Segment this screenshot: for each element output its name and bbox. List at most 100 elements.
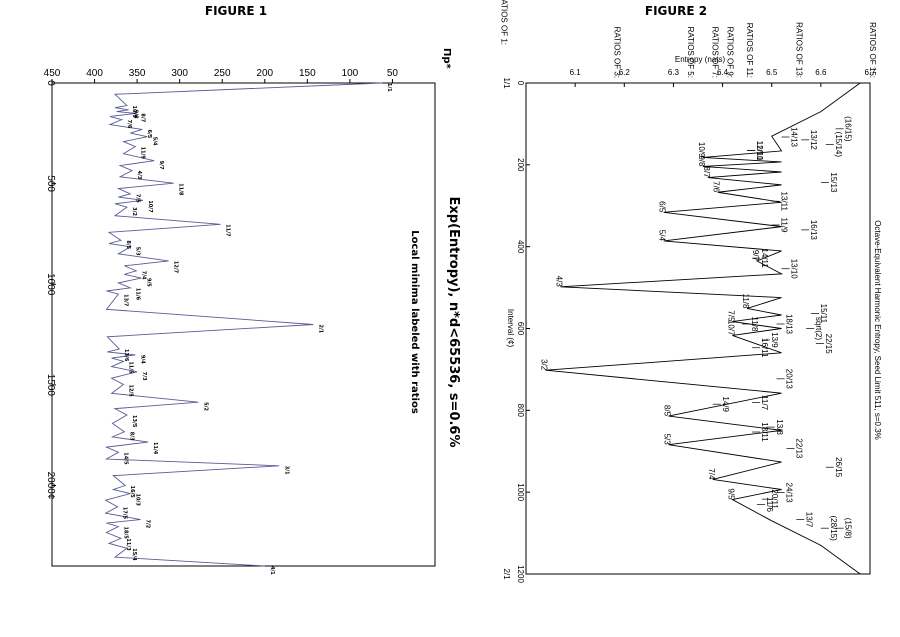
figure2-y-tick-label: 6.2 bbox=[619, 68, 631, 77]
figure2-arrow-label: 15/11 bbox=[819, 304, 828, 324]
figure2-minimum-label: 9/5 bbox=[726, 488, 735, 500]
figure2-minimum-label: 3/2 bbox=[540, 359, 549, 371]
figure2-arrow-label: 18/13 bbox=[785, 314, 794, 335]
figure1-y-tick-label: 450 bbox=[44, 68, 61, 79]
figure1-minimum-label: 7/3 bbox=[141, 372, 147, 381]
figure1-minimum-label: 9/4 bbox=[139, 355, 145, 364]
figure2-arrow-label: 14/9 bbox=[721, 396, 730, 412]
figure1-minimum-label: 16/5 bbox=[129, 486, 135, 499]
figure2-x-tick-label: 0 bbox=[516, 81, 525, 86]
figure2-y-tick-label: 6.1 bbox=[570, 68, 582, 77]
figure1-minimum-label: 9/8 bbox=[133, 110, 139, 119]
figure1-x-tick-label: 0 bbox=[45, 80, 56, 86]
figure2-arrow-label: (15/8) bbox=[844, 518, 853, 539]
figure1-x-ticks: 0 500 1000 1500 2000¢ bbox=[45, 80, 56, 499]
figure1-y-tick-label: 300 bbox=[171, 68, 188, 79]
figure2-minimum-label: 10/7 bbox=[726, 320, 735, 336]
figure2-arrow-label: 13/9 bbox=[770, 332, 779, 348]
figure1-minimum-label: 13/5 bbox=[131, 415, 137, 428]
figure2-arrow-label: 16/11 bbox=[760, 338, 769, 358]
figure2-arrow-label: 22/15 bbox=[824, 334, 833, 355]
figure1-minimum-label: 7/6 bbox=[126, 120, 132, 129]
figure2-minimum-label: 4/3 bbox=[554, 276, 563, 288]
figure2-y-tick-label: 6.6 bbox=[815, 68, 827, 77]
figure1-minimum-label: 15/4 bbox=[131, 548, 137, 561]
figure1-x-tick-label: 1000 bbox=[45, 273, 56, 296]
figure2-arrow-label: 13/12 bbox=[809, 130, 818, 151]
figure1-y-tick-label: 350 bbox=[129, 68, 146, 79]
figure2-arrow-label: 11/10 bbox=[755, 141, 764, 161]
figure2-arrow-label: (16/15) bbox=[844, 116, 853, 142]
figure1-minimum-label: 8/7 bbox=[139, 113, 145, 122]
figure2-y-ticks: 6.1 6.2 6.3 6.4 6.5 6.6 6.7 bbox=[570, 68, 876, 87]
figure2-arrow-label: 16/13 bbox=[809, 220, 818, 241]
figure1-minimum-label: 11/3 bbox=[125, 538, 131, 551]
figure1-minimum-label: 14/5 bbox=[122, 452, 128, 465]
figure2-x-tick-label: 200 bbox=[516, 158, 525, 172]
figure1-minimum-label: 11/6 bbox=[134, 288, 140, 301]
figure2-y-tick-label: 6.4 bbox=[717, 68, 729, 77]
figure2-arrow-label: 13/10 bbox=[790, 259, 799, 280]
figure2-x-tick-label: 600 bbox=[516, 322, 525, 336]
figure2-title: FIGURE 2 bbox=[645, 4, 707, 18]
figure2-minimum-label: 11/8 bbox=[741, 293, 750, 309]
figure1-x-tick-label: 1500 bbox=[45, 374, 56, 397]
figure1-minimum-label: 17/5 bbox=[122, 507, 128, 520]
figure2-minimum-label: 7/4 bbox=[707, 468, 716, 480]
figure1-title-text: Exp(Entropy), n*d<65536, s=0.6% bbox=[446, 196, 461, 447]
figure1-minimum-label: 13/7 bbox=[122, 294, 128, 307]
figure2-minimum-label: 9/8 bbox=[697, 155, 706, 167]
figure1-minimum-label: 11/7 bbox=[225, 224, 231, 237]
figure2-x-tick-label: 800 bbox=[516, 404, 525, 418]
figure1-minimum-label: 5/2 bbox=[202, 402, 208, 411]
figure1-minimum-label: 12/5 bbox=[127, 384, 133, 397]
figure1-minimum-label: 1/1 bbox=[386, 83, 392, 92]
figure1-minimum-label: 9/5 bbox=[145, 278, 151, 287]
figure2-ratio-family-label: RATIOS OF 7: bbox=[711, 27, 720, 78]
figure2-arrow-label: 18/11 bbox=[760, 422, 769, 442]
figure2-minimum-label: 8/5 bbox=[663, 405, 672, 417]
figure2-x-tick-label: 1000 bbox=[516, 483, 525, 501]
figure1-chart: 50 100 150 200 250 300 350 400 450 0 500 1000 1500 2… bbox=[44, 48, 461, 575]
figure1-minimum-label: 11/5 bbox=[127, 361, 133, 374]
figure2-ratio-family-label: RATIOS OF 9: bbox=[725, 27, 734, 78]
figure2-ratio-family-label: RATIOS OF 1: bbox=[499, 0, 508, 45]
figure2-ratio-family-label: RATIOS OF 11: bbox=[745, 23, 754, 78]
figure2-arrow-label: 11/6 bbox=[765, 497, 774, 513]
figure2-arrow-label: (28/15) bbox=[829, 515, 838, 541]
figure1-title: FIGURE 1 bbox=[205, 4, 267, 18]
figure2-arrow-label: 11/9 bbox=[780, 217, 789, 233]
figure1-x-tick-label: 2000¢ bbox=[45, 472, 56, 500]
figure1-y-tick-label: 250 bbox=[214, 68, 231, 79]
figure1-minimum-label: 11/8 bbox=[178, 183, 184, 196]
figure1-minimum-label: 11/9 bbox=[139, 147, 145, 160]
figure2-title-text: Octave-Equivalent Harmonic Entropy, Seed… bbox=[873, 220, 882, 440]
figure2-arrow-label: 26/15 bbox=[834, 457, 843, 478]
figure1-y-tick-label: 400 bbox=[86, 68, 103, 79]
figure1-minimum-label: 12/7 bbox=[173, 261, 179, 274]
figure2-xlabel: Interval (¢) bbox=[506, 309, 515, 348]
figure2-arrow-label: 11/8 bbox=[750, 317, 759, 333]
figure1-minimum-label: 10/9 bbox=[131, 106, 137, 119]
figure2-y-tick-label: 6.5 bbox=[766, 68, 778, 77]
figure2-arrow-label: 13/8 bbox=[775, 419, 784, 435]
figure2-minimum-label: 6/5 bbox=[658, 201, 667, 213]
figure2-ratio-family-label: RATIOS OF 5: bbox=[686, 27, 695, 78]
figure2-arrow-label: 14/11 bbox=[760, 248, 769, 268]
figure2-x-tick-label: 400 bbox=[516, 240, 525, 254]
figure2-arrow-label: 20/13 bbox=[785, 369, 794, 390]
figure2-ratio-family-label: RATIOS OF 15: bbox=[868, 22, 877, 78]
figure1-minimum-label: 11/4 bbox=[152, 442, 158, 455]
figure2-minimum-label: 8/7 bbox=[702, 166, 711, 178]
figure2-minimum-label: 9/7 bbox=[751, 250, 760, 262]
figure2-x-end-label: 1/1 bbox=[502, 77, 511, 89]
figure1-minimum-label: 2/1 bbox=[317, 325, 323, 334]
figure1-series-line bbox=[104, 82, 383, 567]
figure1-y-ticks: 50 100 150 200 250 300 350 400 450 bbox=[44, 68, 398, 83]
figure2-arrow-label: sqrt(2) bbox=[814, 317, 823, 340]
figure2-y-tick-label: 6.7 bbox=[864, 68, 876, 77]
figure1-x-tick-label: 500 bbox=[45, 175, 56, 192]
figure2-arrow-label: 11/7 bbox=[760, 395, 769, 411]
figure2-arrow-label: 20/11 bbox=[770, 489, 779, 509]
